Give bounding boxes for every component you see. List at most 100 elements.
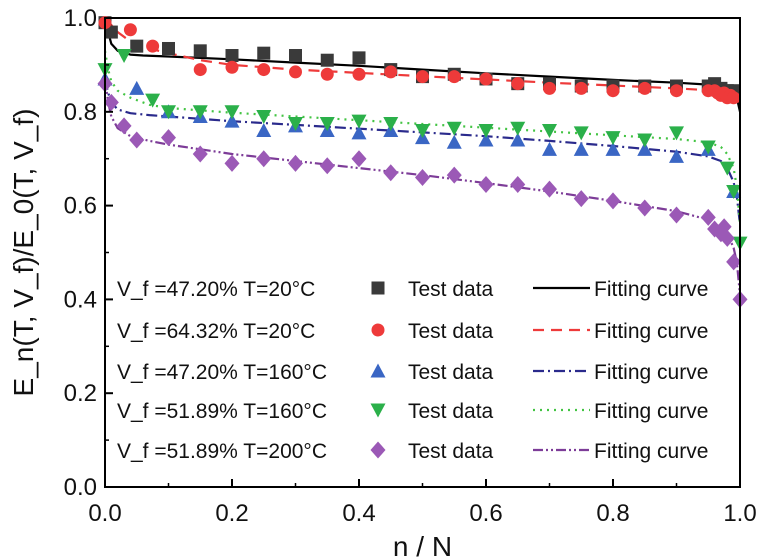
data-point-series-4	[415, 124, 430, 139]
data-point-series-5	[256, 150, 272, 168]
data-point-series-5	[573, 190, 589, 208]
data-point-series-5	[510, 175, 526, 193]
test-data-markers	[97, 16, 748, 308]
legend-test-label: Test data	[408, 320, 494, 343]
data-point-series-5	[669, 206, 684, 224]
data-point-series-4	[726, 185, 742, 200]
data-point-series-5	[383, 164, 399, 182]
legend-label-series-5: V_f =51.89% T=200°C	[117, 440, 327, 463]
y-axis-label: E_n(T, V_f)/E_0(T, V_f)	[8, 109, 39, 397]
legend-test-label: Test data	[408, 361, 494, 384]
data-point-series-2	[638, 81, 652, 95]
data-point-series-5	[415, 168, 430, 186]
data-point-series-5	[637, 199, 653, 217]
data-point-series-3	[478, 132, 494, 147]
x-axis-label: n / N	[393, 531, 452, 559]
data-point-series-2	[257, 63, 271, 77]
data-point-series-4	[605, 131, 621, 146]
data-point-series-2	[320, 67, 334, 81]
data-point-series-4	[351, 114, 367, 129]
legend-test-label: Test data	[408, 400, 494, 423]
data-point-series-1	[257, 46, 271, 60]
legend-label-series-2: V_f =64.32% T=20°C	[117, 320, 315, 343]
data-point-series-2	[511, 77, 525, 91]
data-point-series-3	[224, 113, 240, 128]
data-point-series-5	[224, 154, 240, 172]
x-tick-label: 0.0	[88, 500, 121, 527]
data-point-series-2	[123, 23, 137, 37]
data-point-series-5	[319, 157, 335, 175]
data-point-series-5	[161, 129, 176, 147]
x-tick-label: 0.8	[596, 500, 629, 527]
x-tick-label: 0.6	[469, 500, 502, 527]
data-point-series-2	[479, 72, 493, 86]
data-point-series-2	[670, 84, 683, 98]
data-point-series-5	[288, 154, 303, 172]
data-point-series-3	[256, 123, 272, 138]
data-point-series-5	[129, 131, 145, 149]
legend-marker-series-3	[370, 363, 386, 378]
data-point-series-4	[116, 49, 132, 64]
data-point-series-4	[192, 105, 208, 120]
data-point-series-1	[289, 49, 302, 63]
data-point-series-4	[637, 133, 653, 148]
data-point-series-4	[700, 140, 716, 155]
data-point-series-5	[478, 175, 494, 193]
data-point-series-5	[719, 229, 735, 247]
data-point-series-4	[573, 126, 589, 141]
data-point-series-4	[383, 117, 399, 132]
legend-marker-series-5	[370, 441, 386, 459]
legend-fit-label: Fitting curve	[594, 320, 708, 343]
data-point-series-5	[446, 166, 462, 184]
legend: V_f =47.20% T=20°C Test data Fitting curve…	[117, 278, 708, 463]
data-point-series-3	[637, 141, 653, 156]
data-point-series-4	[478, 124, 494, 139]
data-point-series-5	[542, 180, 557, 198]
y-tick-label: 0.8	[64, 99, 97, 126]
data-point-series-4	[446, 121, 462, 136]
data-point-series-2	[416, 70, 429, 84]
axes: 0.0 0.2 0.4 0.6 0.8 1.0 0.0 0.2 0.4 0.6 0.8 1.0 n / …	[8, 5, 757, 559]
data-point-series-2	[606, 84, 620, 98]
data-point-series-2	[543, 81, 556, 95]
y-tick-label: 0.4	[64, 286, 97, 313]
data-point-series-3	[573, 141, 589, 156]
data-point-series-2	[574, 81, 588, 95]
data-point-series-1	[193, 44, 207, 58]
data-point-series-2	[384, 65, 398, 79]
data-point-series-2	[289, 65, 302, 79]
y-tick-label: 1.0	[64, 5, 97, 32]
data-point-series-3	[351, 125, 367, 140]
legend-marker-series-2	[371, 323, 385, 337]
data-point-series-3	[669, 148, 684, 163]
data-point-series-5	[700, 208, 716, 226]
y-tick-label: 0.0	[64, 474, 97, 501]
data-point-series-1	[130, 39, 144, 53]
data-point-series-4	[288, 117, 303, 132]
data-point-series-2	[447, 70, 461, 84]
data-point-series-3	[446, 134, 462, 149]
data-point-series-2	[225, 60, 239, 74]
data-point-series-1	[320, 53, 334, 67]
data-point-series-4	[319, 117, 335, 132]
legend-fit-label: Fitting curve	[594, 361, 708, 384]
data-point-series-1	[162, 41, 175, 55]
data-point-series-4	[161, 105, 176, 120]
data-point-series-1	[104, 25, 118, 39]
legend-fit-label: Fitting curve	[594, 440, 708, 463]
y-tick-label: 0.2	[64, 380, 97, 407]
fit-curve-series-4	[103, 50, 742, 225]
data-point-series-3	[129, 80, 145, 95]
y-tick-label: 0.6	[64, 193, 97, 220]
data-point-series-4	[669, 126, 684, 141]
data-point-series-3	[510, 132, 526, 147]
legend-fit-label: Fitting curve	[594, 400, 708, 423]
data-point-series-2	[727, 91, 741, 105]
x-tick-label: 0.4	[342, 500, 375, 527]
legend-marker-series-1	[371, 281, 385, 295]
data-point-series-2	[193, 63, 207, 77]
legend-test-label: Test data	[408, 440, 494, 463]
data-point-series-3	[605, 141, 621, 156]
legend-test-label: Test data	[408, 278, 494, 301]
